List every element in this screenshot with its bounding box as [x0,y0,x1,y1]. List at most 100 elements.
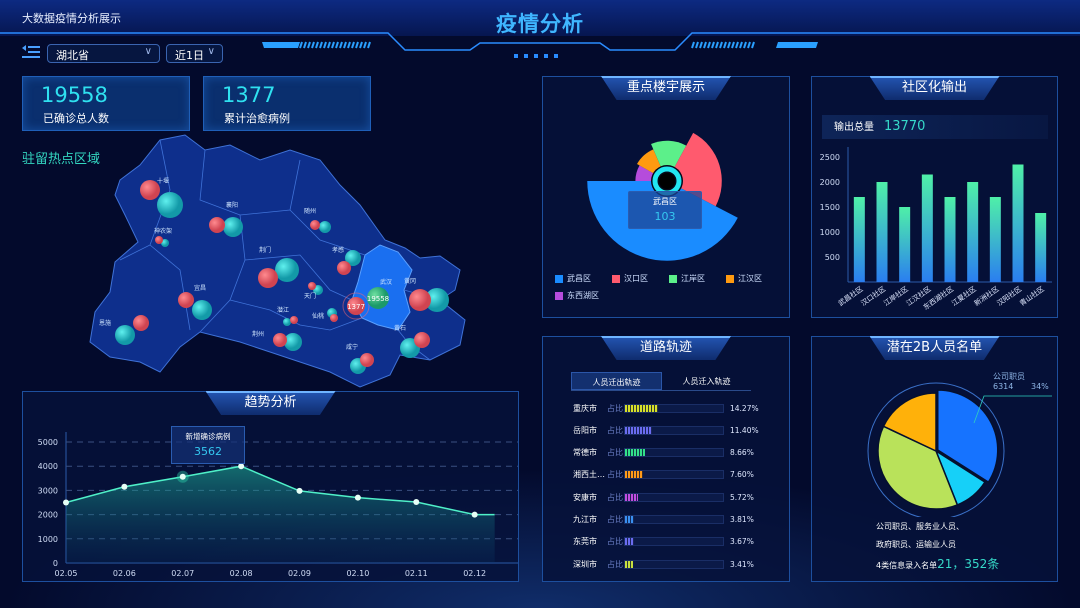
city-label: 襄阳 [226,201,238,209]
legend-item[interactable]: 武昌区 [555,273,612,284]
city-name: 重庆市 [573,403,597,413]
tooltip-value: 3562 [194,445,222,458]
road-row[interactable]: 湘西土… 占比 7.60% [573,469,763,481]
city-label: 荆州 [252,330,264,338]
ratio-bar-fill [625,426,652,434]
trend-chart[interactable]: 0 1000 2000 3000 4000 5000 02.05 02.06 02.07 02.0… [23,392,520,583]
tab-outbound[interactable]: 人员迁出轨迹 [571,372,662,390]
data-point [63,499,69,506]
city-name: 深圳市 [573,559,597,569]
road-row[interactable]: 岳阳市 占比 11.40% [573,424,763,436]
legend-item[interactable]: 江岸区 [669,273,726,284]
x-tick-label: 武昌社区 [836,284,864,307]
legend-swatch [555,291,563,300]
city-label: 随州 [304,207,316,215]
road-row[interactable]: 东莞市 占比 3.67% [573,536,763,548]
bar [899,207,911,282]
pie-outer-ring [867,382,1005,517]
cured-bubble [337,261,351,275]
output-total: 输出总量 13770 [822,115,1048,139]
cured-bubble [209,217,225,233]
data-point [179,473,186,480]
x-tick-label: 江夏社区 [950,284,978,307]
ratio-bar-track [624,470,724,480]
ratio-percent: 5.72% [730,492,754,502]
road-row[interactable]: 重庆市 占比 14.27% [573,402,763,414]
ratio-bar-fill [625,516,634,523]
list2b-panel: 潜在2B人员名单 公司职员 6314 34% 公司职员、服务业人员、 政府职员、… [811,336,1058,582]
bubble-value: 19558 [367,295,389,303]
legend-item[interactable]: 东西湖区 [555,290,612,301]
cured-bubble [308,282,316,290]
legend-swatch [612,274,620,283]
stat-card-cured: 1377 累计治愈病例 [203,76,371,131]
confirmed-bubble [367,287,389,309]
desc-line-1: 公司职员、服务业人员、 [876,522,964,531]
output-total-label: 输出总量 [834,122,874,133]
ratio-bar-track [624,403,724,413]
road-row[interactable]: 九江市 占比 3.81% [573,514,763,526]
confirmed-bubble [161,239,169,247]
confirmed-bubble [192,300,212,320]
rose-chart[interactable] [543,77,791,267]
legend-swatch [669,274,677,283]
output-total-value: 13770 [884,119,926,134]
legend-swatch [555,274,563,283]
cured-bubble [409,289,431,311]
trend-tooltip: 新增确诊病例 3562 [171,426,245,464]
rose-legend: 武昌区 汉口区 江岸区 江汉区东西湖区 [555,273,785,301]
y-tick-label: 1000 [820,228,840,237]
road-row[interactable]: 安康市 占比 5.72% [573,491,763,503]
confirmed-bubble [275,258,299,282]
period-select[interactable]: 近1日 ∨ [166,44,223,63]
pie-slice [877,425,959,510]
ratio-bar-track [624,537,724,547]
city-label: 荆门 [259,246,271,254]
cured-bubble [310,220,320,230]
trend-panel: 趋势分析 0 1000 2000 3000 4000 5000 02.05 02.06 02.0… [22,391,519,582]
cured-bubble [133,315,149,331]
data-point [413,499,420,506]
wuhan-region [351,244,413,331]
stat-label: 累计治愈病例 [224,112,290,125]
cured-bubble [178,292,194,308]
menu-collapse-icon[interactable] [22,45,40,61]
y-tick-label: 4000 [38,462,58,471]
period-select-value: 近1日 [175,49,204,62]
ratio-percent: 8.66% [730,448,754,458]
ratio-percent: 3.81% [730,515,754,524]
city-name: 岳阳市 [573,425,597,435]
legend-item[interactable]: 汉口区 [612,273,669,284]
tooltip-label: 武昌区 [653,197,677,206]
panel-title: 趋势分析 [205,391,336,415]
bar [921,174,933,282]
legend-label: 汉口区 [624,274,648,283]
cured-bubble [290,316,298,324]
confirmed-bubble [283,318,291,326]
road-row[interactable]: 深圳市 占比 3.41% [573,558,763,570]
ratio-percent: 7.60% [730,470,754,480]
region-select[interactable]: 湖北省 ∨ [47,44,160,63]
x-tick-label: 02.10 [346,569,369,578]
stat-value: 19558 [41,83,108,107]
cured-bubble [414,332,430,348]
road-row[interactable]: 常德市 占比 8.66% [573,447,763,459]
legend-item[interactable]: 江汉区 [726,273,783,284]
confirmed-bubble [115,325,135,345]
confirmed-bubble [425,288,449,312]
confirmed-bubble [223,217,243,237]
bar [944,197,956,282]
city-label: 孝感 [332,246,344,254]
ratio-label: 占比 [607,492,623,502]
community-panel: 社区化输出 输出总量 13770 500 1000 1500 2000 2500 武昌社区汉… [811,76,1058,318]
community-bar-chart[interactable]: 5001000150020002500武昌社区汉口社区江岸社区江汉社区东西湖社区… [812,77,1059,319]
city-label: 仙桃 [312,312,324,320]
summary-label: 4类信息录入名单 [876,561,938,570]
rose-center [659,173,675,189]
list2b-pie-chart[interactable] [812,337,1059,517]
confirmed-bubble [157,192,183,218]
tab-inbound[interactable]: 人员迁入轨迹 [682,377,731,386]
cured-bubble [155,236,163,244]
